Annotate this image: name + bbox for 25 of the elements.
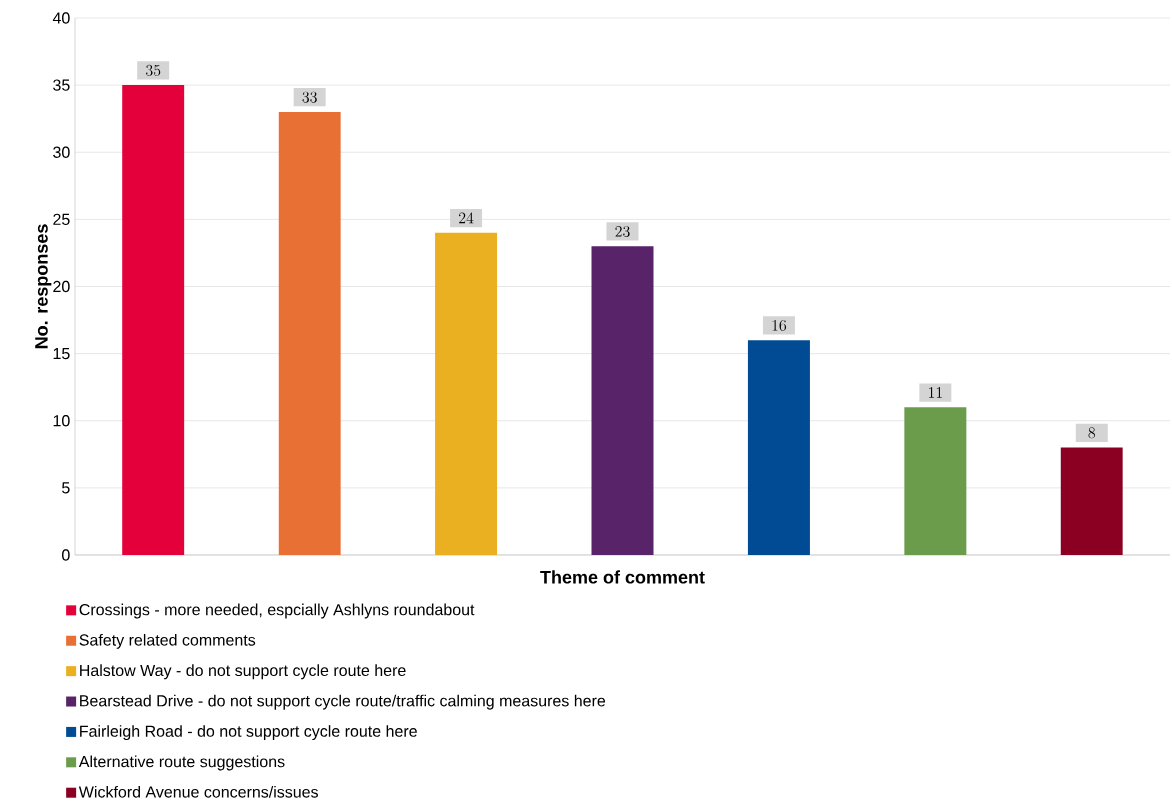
y-tick-label: 20	[53, 280, 70, 293]
data-label: 16	[772, 319, 787, 331]
y-tick-label: 15	[53, 348, 70, 360]
legend-label: Fairleigh Road - do not support cycle route here	[80, 725, 417, 741]
data-label: 35	[146, 64, 161, 76]
legend-label: Bearstead Drive - do not support cycle route/traffic calming measures here	[80, 694, 606, 710]
data-label: 23	[615, 225, 630, 237]
legend-label: Halstow Way - do not support cycle route here	[80, 664, 406, 680]
y-tick-label: 30	[53, 146, 70, 158]
y-tick-label: 10	[53, 415, 70, 427]
y-tick-label: 0	[62, 549, 70, 561]
y-tick-label: 40	[52, 12, 70, 24]
legend-label: Wickford Avenue concerns/issues	[78, 785, 318, 798]
data-label: 24	[459, 212, 474, 224]
data-label: 33	[302, 91, 317, 103]
x-axis-title: Theme of comment	[540, 570, 705, 584]
data-label: 11	[928, 387, 942, 398]
legend-label: Safety related comments	[79, 633, 256, 649]
y-axis-title: No. responses	[35, 224, 52, 349]
y-tick-label: 25	[53, 213, 70, 226]
y-tick-label: 35	[53, 79, 70, 91]
legend-label: Crossings - more needed, espcially Ashlyns roundabout	[79, 603, 475, 619]
y-tick-label: 5	[62, 482, 70, 494]
data-label: 8	[1088, 427, 1096, 439]
legend-label: Alternative route suggestions	[78, 755, 285, 771]
